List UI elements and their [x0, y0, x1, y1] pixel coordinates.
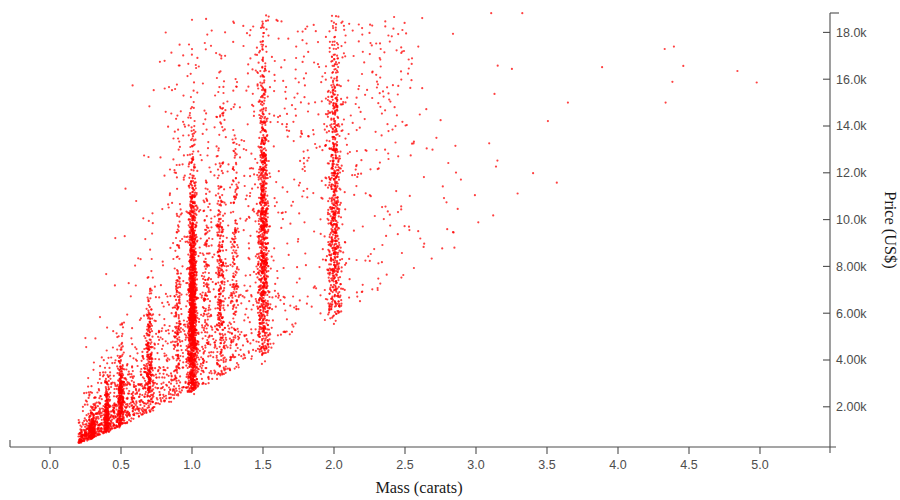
svg-text:0.5: 0.5	[112, 458, 129, 472]
svg-text:10.0k: 10.0k	[836, 213, 867, 227]
svg-text:3.5: 3.5	[538, 458, 555, 472]
svg-text:18.0k: 18.0k	[836, 26, 867, 40]
svg-text:1.0: 1.0	[183, 458, 200, 472]
svg-text:2.00k: 2.00k	[836, 400, 867, 414]
svg-text:16.0k: 16.0k	[836, 73, 867, 87]
svg-text:Price (US$): Price (US$)	[881, 191, 900, 268]
svg-text:1.5: 1.5	[254, 458, 271, 472]
svg-text:Mass (carats): Mass (carats)	[375, 478, 462, 497]
svg-text:4.0: 4.0	[609, 458, 626, 472]
svg-text:4.00k: 4.00k	[836, 353, 867, 367]
svg-text:12.0k: 12.0k	[836, 166, 867, 180]
svg-text:14.0k: 14.0k	[836, 119, 867, 133]
svg-text:0.0: 0.0	[41, 458, 58, 472]
svg-text:4.5: 4.5	[680, 458, 697, 472]
svg-text:2.0: 2.0	[325, 458, 342, 472]
svg-text:5.0: 5.0	[751, 458, 768, 472]
svg-text:8.00k: 8.00k	[836, 260, 867, 274]
svg-text:2.5: 2.5	[396, 458, 413, 472]
svg-text:6.00k: 6.00k	[836, 307, 867, 321]
svg-text:3.0: 3.0	[467, 458, 484, 472]
